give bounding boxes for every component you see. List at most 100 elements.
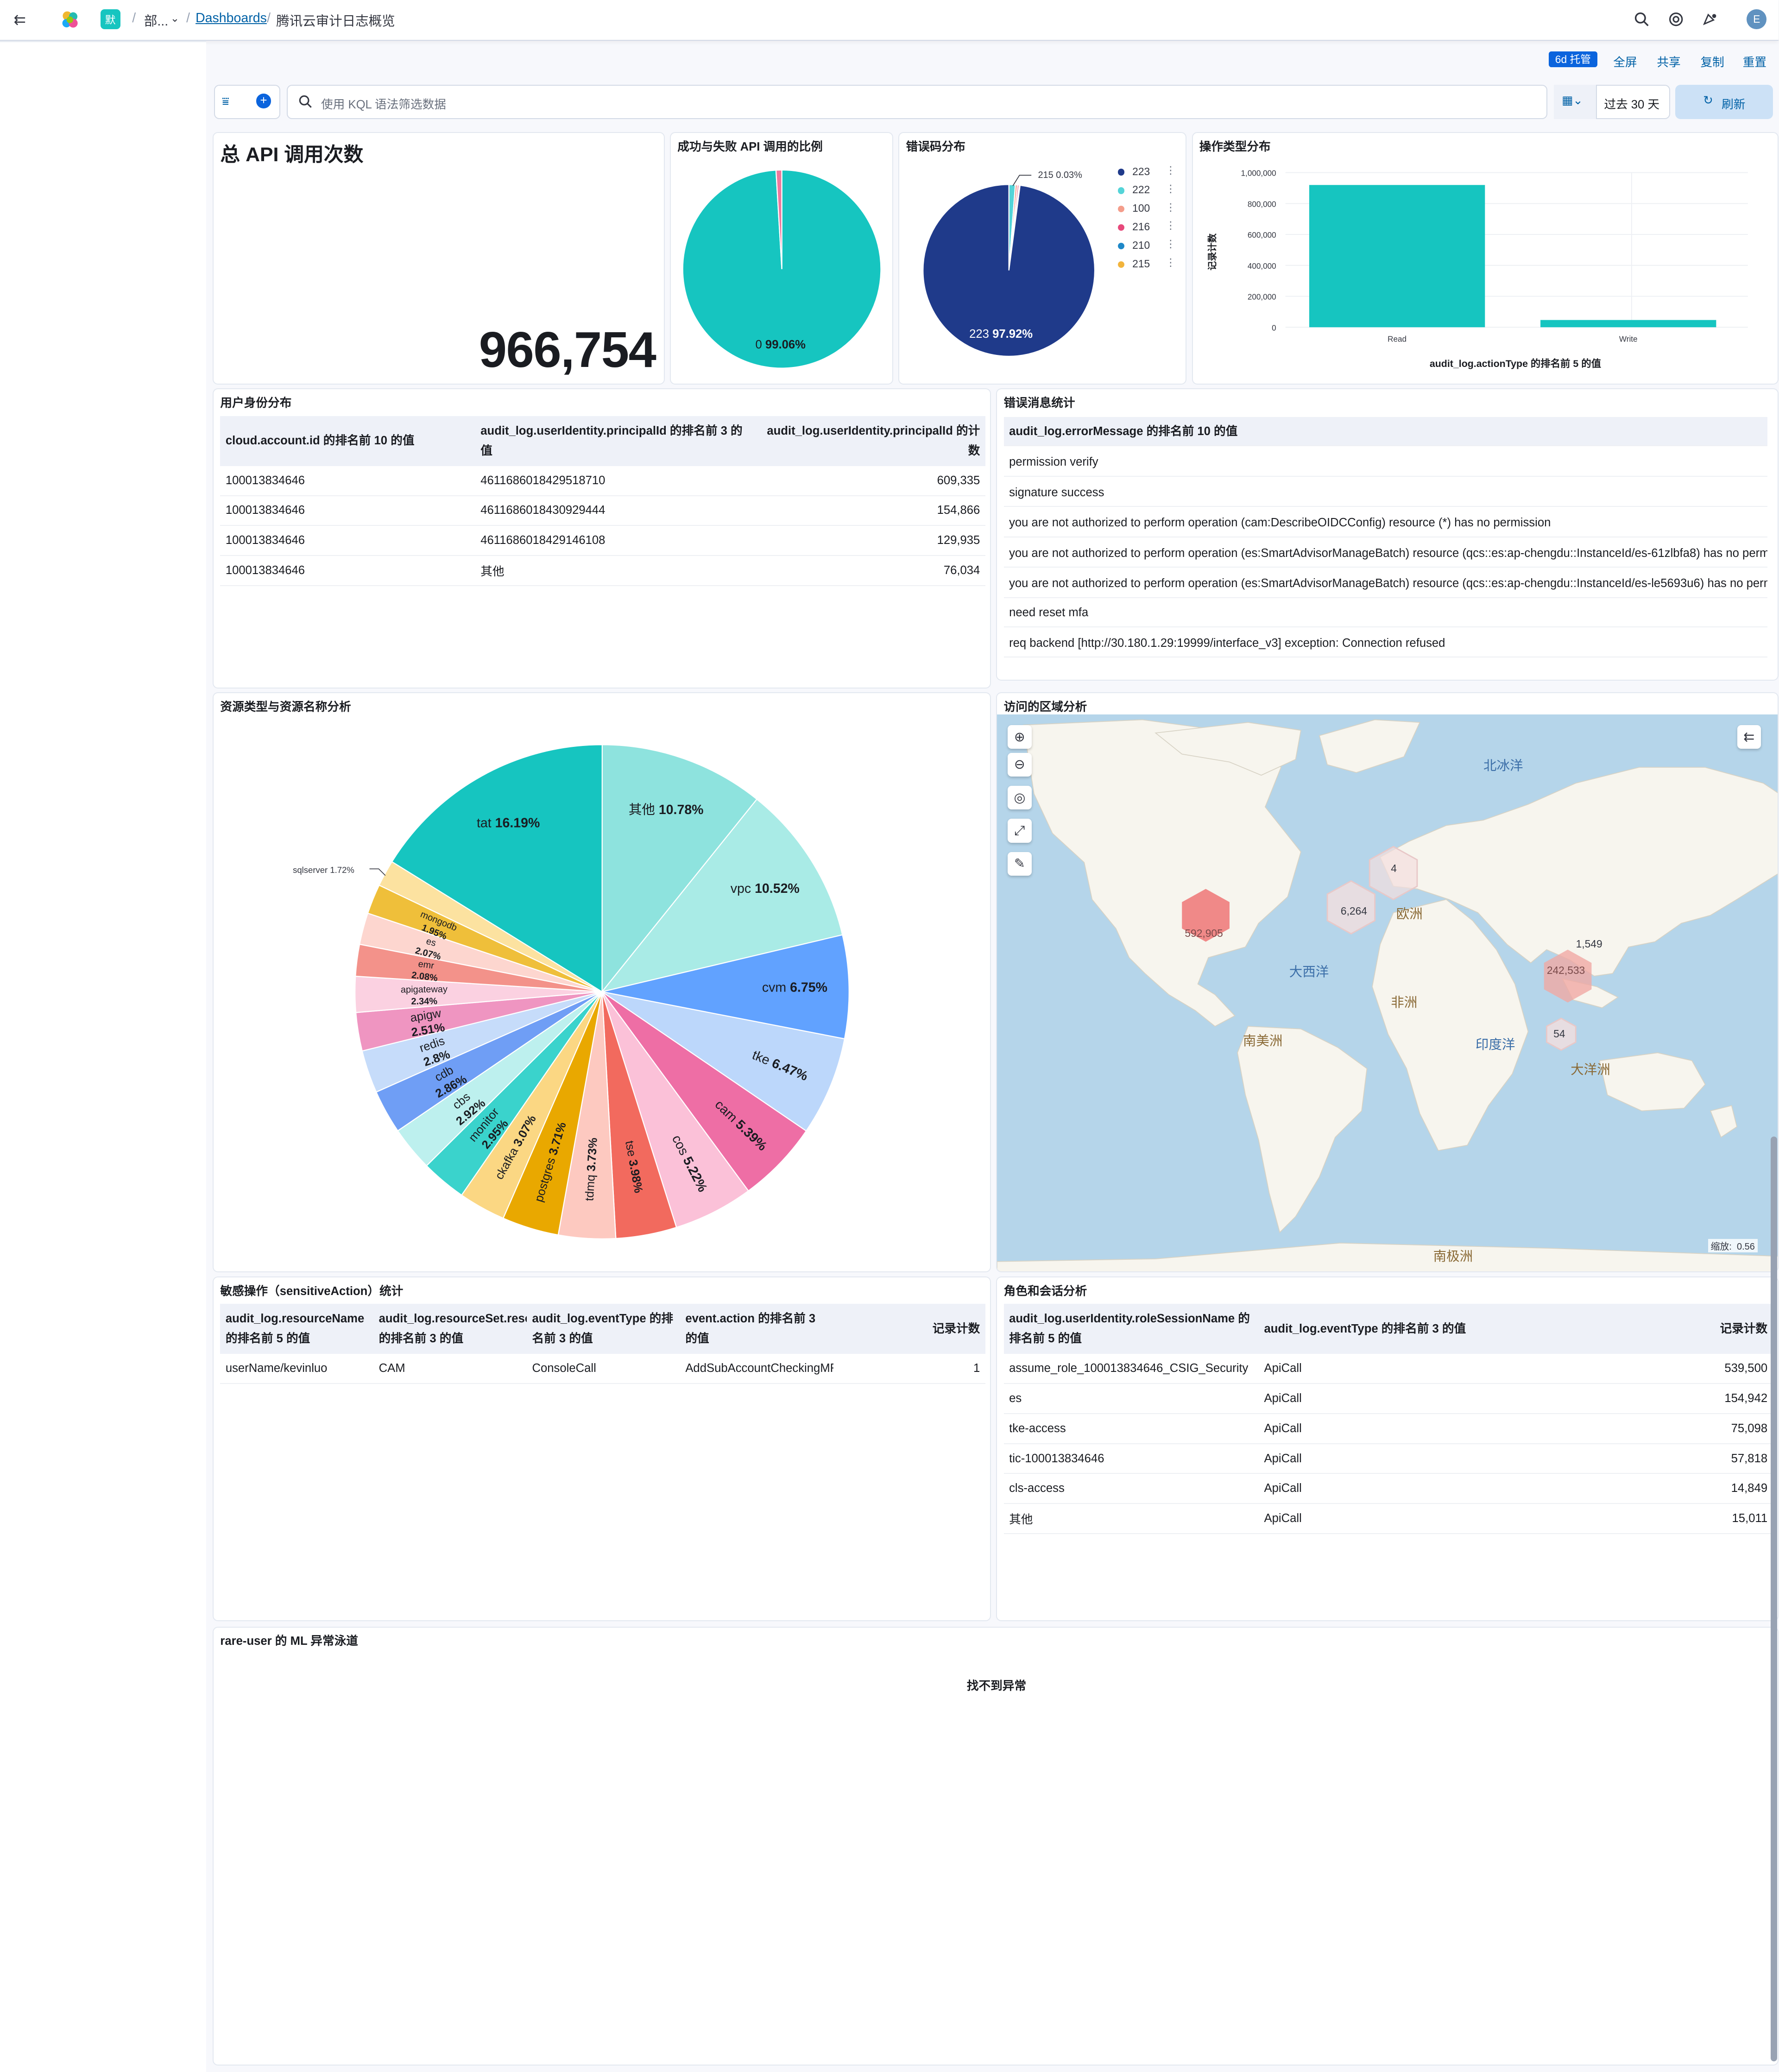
bar-Read[interactable] bbox=[1309, 185, 1485, 328]
callout-label: 215 0.03% bbox=[1038, 170, 1083, 180]
help-icon[interactable] bbox=[1669, 12, 1683, 26]
zoom-in-icon[interactable]: ⊕ bbox=[1008, 725, 1032, 749]
y-tick-label: 200,000 bbox=[1247, 293, 1276, 302]
tools-icon[interactable]: ✎ bbox=[1008, 852, 1032, 876]
add-filter-icon[interactable]: + bbox=[256, 94, 271, 108]
action-type-panel: 操作类型分布 1,000,000 800,000 600,000 400,000 200… bbox=[1192, 132, 1779, 385]
legend-menu-icon[interactable]: ⋮ bbox=[1165, 201, 1176, 213]
search-input[interactable] bbox=[286, 84, 1547, 119]
reset-button[interactable]: 重置 bbox=[1742, 56, 1767, 69]
pie-slice-其他[interactable] bbox=[601, 744, 758, 994]
table-row: assume_role_100013834646_CSIG_Security Ap… bbox=[1003, 1354, 1773, 1384]
column-header[interactable]: audit_log.eventType 的排名前 3 的值 bbox=[527, 1304, 680, 1354]
pie-slice-tke[interactable] bbox=[602, 991, 845, 1132]
callout-line bbox=[369, 868, 386, 876]
panel-title: 操作类型分布 bbox=[1199, 140, 1271, 153]
svg-text:emr: emr bbox=[417, 959, 435, 971]
share-button[interactable]: 共享 bbox=[1657, 56, 1681, 69]
world-map[interactable] bbox=[997, 714, 1778, 1272]
avatar[interactable]: E bbox=[1747, 9, 1767, 29]
column-header[interactable]: event.action 的排名前 3 的值 bbox=[680, 1304, 833, 1354]
breadcrumb-dashboards[interactable]: Dashboards bbox=[196, 10, 267, 25]
panel-title: 用户身份分布 bbox=[220, 397, 292, 410]
table-row: you are not authorized to perform operat… bbox=[1003, 569, 1768, 599]
fit-bounds-icon[interactable]: ◎ bbox=[1008, 786, 1032, 810]
pie-slice-cvm[interactable] bbox=[602, 934, 850, 1040]
cluster-label[interactable]: 242,533 bbox=[1546, 964, 1585, 977]
metric-title: 总 API 调用次数 bbox=[220, 143, 364, 166]
slice-label-sqlserver: sqlserver 1.72% bbox=[293, 865, 354, 875]
page-scrollbar[interactable] bbox=[1770, 1136, 1777, 2062]
cluster-label[interactable]: 4 bbox=[1391, 862, 1397, 875]
legend-item-210[interactable]: 210 bbox=[1117, 239, 1150, 252]
column-header[interactable]: audit_log.userIdentity.roleSessionName 的… bbox=[1003, 1304, 1259, 1354]
legend-menu-icon[interactable]: ⋮ bbox=[1165, 182, 1176, 195]
pie-slice-223[interactable] bbox=[922, 184, 1096, 357]
column-header[interactable]: cloud.account.id 的排名前 10 的值 bbox=[220, 416, 475, 466]
legend-item-100[interactable]: 100 bbox=[1117, 202, 1150, 215]
column-header[interactable]: audit_log.errorMessage 的排名前 10 的值 bbox=[1003, 417, 1768, 447]
news-feed-icon[interactable] bbox=[1702, 12, 1717, 26]
cluster-label[interactable]: 54 bbox=[1553, 1027, 1565, 1040]
map-region-label: 北冰洋 bbox=[1483, 758, 1523, 774]
pie-slice-cam[interactable] bbox=[601, 992, 807, 1192]
time-range[interactable]: 过去 30 天 bbox=[1604, 98, 1660, 112]
chevron-down-icon[interactable]: ⌄ bbox=[170, 12, 180, 24]
refresh-icon: ↻ bbox=[1703, 94, 1713, 107]
pie-slice-cos[interactable] bbox=[601, 992, 750, 1228]
ml-anomaly-panel: rare-user 的 ML 异常泳道 找不到异常 bbox=[213, 1626, 1779, 2066]
legend-menu-icon[interactable]: ⋮ bbox=[1165, 238, 1176, 250]
cluster-label[interactable]: 592,905 bbox=[1185, 927, 1223, 940]
pie-slice-tat[interactable] bbox=[391, 744, 603, 993]
column-header[interactable]: audit_log.userIdentity.principalId 的计数 bbox=[750, 416, 985, 466]
menu-toggle-icon[interactable]: ⇇ bbox=[13, 11, 26, 28]
success-pie-chart[interactable]: 0 99.06% bbox=[671, 133, 893, 385]
fullscreen-icon[interactable]: ⤢ bbox=[1008, 819, 1032, 843]
legend-menu-icon[interactable]: ⋮ bbox=[1165, 219, 1176, 232]
breadcrumb-truncated[interactable]: 部... bbox=[144, 13, 169, 29]
table-row: tic-100013834646 ApiCall 57,818 bbox=[1003, 1443, 1773, 1474]
action-type-bar-chart[interactable]: 1,000,000 800,000 600,000 400,000 200,000 0 Re… bbox=[1193, 133, 1779, 385]
bar-Write[interactable] bbox=[1540, 320, 1716, 328]
column-header[interactable]: audit_log.eventType 的排名前 3 的值 bbox=[1259, 1304, 1602, 1354]
error-code-pie-chart[interactable]: 223 97.92% 215 0.03% bbox=[899, 133, 1186, 385]
map-region-label: 非洲 bbox=[1391, 995, 1418, 1010]
column-header[interactable]: audit_log.resourceName 的排名前 5 的值 bbox=[220, 1304, 374, 1354]
legend-item-215[interactable]: 215 bbox=[1117, 258, 1150, 270]
cluster-label[interactable]: 1,549 bbox=[1576, 938, 1602, 950]
filter-menu-icon[interactable]: ⩸ bbox=[222, 95, 229, 108]
column-header[interactable]: 记录计数 bbox=[1602, 1304, 1773, 1354]
refresh-button[interactable] bbox=[1675, 84, 1773, 119]
error-message-panel: 错误消息统计 audit_log.errorMessage 的排名前 10 的值… bbox=[996, 388, 1779, 681]
legend-item-223[interactable]: 223 bbox=[1117, 165, 1150, 178]
layer-control-icon[interactable]: ⇇ bbox=[1737, 725, 1761, 749]
legend-item-222[interactable]: 222 bbox=[1117, 183, 1150, 196]
table-row: you are not authorized to perform operat… bbox=[1003, 508, 1768, 537]
map-region-label: 印度洋 bbox=[1475, 1037, 1515, 1053]
cluster-label[interactable]: 6,264 bbox=[1340, 904, 1367, 917]
pie-slice-label: 0 99.06% bbox=[755, 338, 806, 351]
space-selector[interactable]: 默 bbox=[100, 9, 120, 29]
calendar-icon[interactable]: ▦⌄ bbox=[1562, 94, 1583, 107]
column-header[interactable]: 记录计数 bbox=[833, 1304, 985, 1354]
copy-button[interactable]: 复制 bbox=[1700, 56, 1724, 69]
legend-menu-icon[interactable]: ⋮ bbox=[1165, 256, 1176, 269]
pie-slice-1[interactable] bbox=[775, 169, 782, 270]
panel-title: 错误消息统计 bbox=[1003, 397, 1075, 410]
region-map-panel: 访问的区域分析 592,905 bbox=[996, 692, 1779, 1273]
managed-badge: 6d 托管 bbox=[1548, 51, 1598, 68]
legend-item-216[interactable]: 216 bbox=[1117, 221, 1150, 233]
fullscreen-button[interactable]: 全屏 bbox=[1613, 56, 1637, 69]
zoom-out-icon[interactable]: ⊖ bbox=[1008, 752, 1032, 777]
panel-title: 角色和会话分析 bbox=[1003, 1284, 1087, 1298]
elastic-logo-icon[interactable] bbox=[59, 9, 81, 31]
pie-slice-vpc[interactable] bbox=[600, 798, 844, 993]
legend-menu-icon[interactable]: ⋮ bbox=[1165, 164, 1176, 176]
column-header[interactable]: audit_log.resourceSet.resourceType 的排名前 … bbox=[373, 1304, 527, 1354]
sensitive-table: audit_log.resourceName 的排名前 5 的值 audit_l… bbox=[220, 1304, 985, 1384]
search-icon[interactable] bbox=[1634, 12, 1649, 26]
identity-table: cloud.account.id 的排名前 10 的值 audit_log.us… bbox=[220, 416, 985, 586]
resource-pie-chart[interactable]: 其他 10.78%vpc 10.52%cvm 6.75%tke 6.47%cam… bbox=[214, 693, 991, 1272]
column-header[interactable]: audit_log.userIdentity.principalId 的排名前 … bbox=[475, 416, 751, 466]
pie-slice-label: 223 97.92% bbox=[970, 328, 1033, 341]
